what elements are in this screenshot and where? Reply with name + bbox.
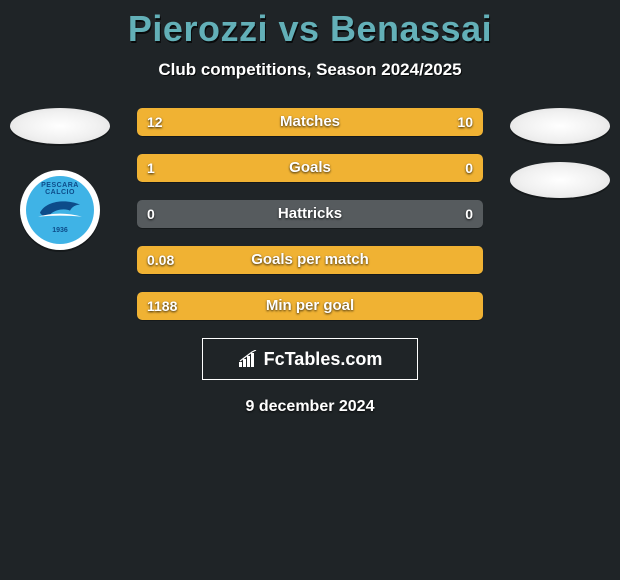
bar-chart-icon <box>238 350 258 368</box>
stat-row: 0Hattricks0 <box>137 200 483 228</box>
club-badge: PESCARA CALCIO 1936 <box>20 170 100 250</box>
stat-value-right: 0 <box>465 154 473 182</box>
stat-value-right: 10 <box>457 108 473 136</box>
player-right-avatar-2 <box>510 162 610 198</box>
club-badge-year: 1936 <box>26 227 94 234</box>
stat-row: 1Goals0 <box>137 154 483 182</box>
player-left-avatar <box>10 108 110 144</box>
stat-value-right: 0 <box>465 200 473 228</box>
stat-label: Matches <box>137 108 483 136</box>
stat-label: Min per goal <box>137 292 483 320</box>
player-right-avatar <box>510 108 610 144</box>
comparison-card: Pierozzi vs Benassai Club competitions, … <box>0 0 620 416</box>
subtitle: Club competitions, Season 2024/2025 <box>0 60 620 80</box>
stat-label: Goals per match <box>137 246 483 274</box>
club-badge-inner: PESCARA CALCIO 1936 <box>26 176 94 244</box>
dolphin-icon <box>36 195 84 223</box>
stat-label: Hattricks <box>137 200 483 228</box>
stat-row: 0.08Goals per match <box>137 246 483 274</box>
source-logo: FcTables.com <box>202 338 418 380</box>
page-title: Pierozzi vs Benassai <box>0 8 620 50</box>
stat-label: Goals <box>137 154 483 182</box>
stat-row: 12Matches10 <box>137 108 483 136</box>
stat-row: 1188Min per goal <box>137 292 483 320</box>
source-logo-text: FcTables.com <box>264 349 383 370</box>
date-text: 9 december 2024 <box>0 398 620 416</box>
stats-area: PESCARA CALCIO 1936 12Matches101Goals00H… <box>0 108 620 320</box>
